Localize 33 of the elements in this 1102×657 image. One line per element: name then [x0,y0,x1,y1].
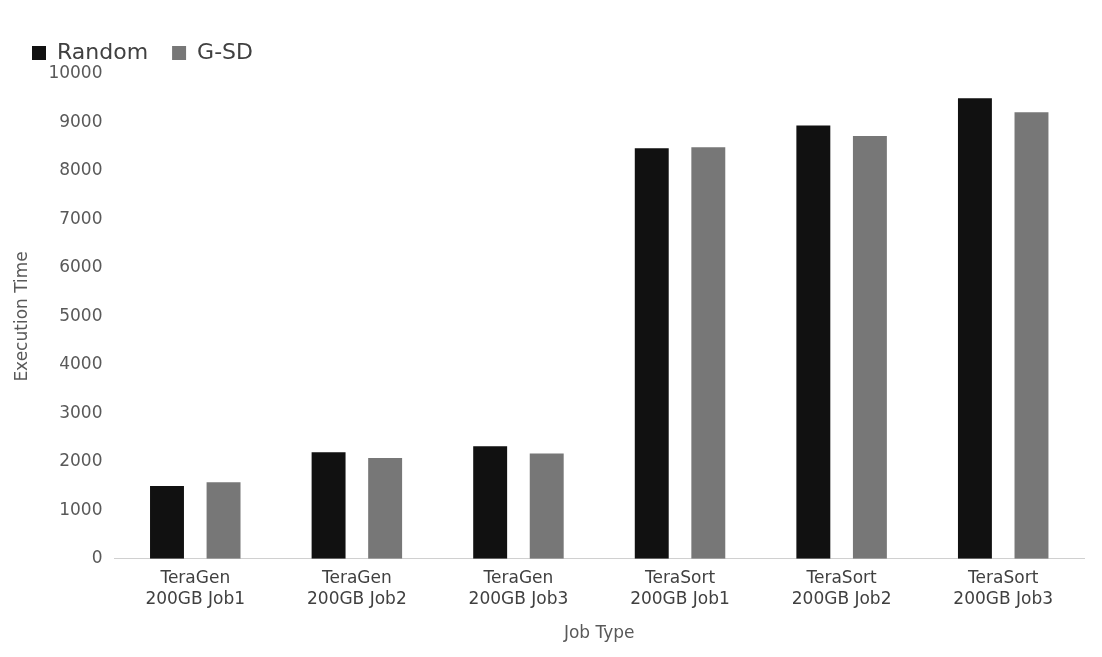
bar [529,453,564,559]
x-tick-label: TeraSort 200GB Job1 [630,567,730,608]
x-tick-label: TeraGen 200GB Job2 [307,567,407,608]
bar [852,136,887,559]
y-tick-label: 1000 [59,498,103,519]
bar [150,486,184,559]
x-axis-title: Job Type [562,622,635,643]
y-axis-title: Execution Time [10,251,31,382]
y-tick-label: 6000 [59,256,103,277]
y-tick-label: 2000 [59,450,103,471]
y-tick-label: 5000 [59,304,103,325]
y-tick-label: 0 [91,547,103,568]
legend-label: G-SD [197,38,253,64]
bar [1014,112,1049,559]
bar [473,446,508,559]
bar [368,457,403,559]
y-tick-label: 10000 [48,62,103,83]
bar [691,147,726,559]
x-tick-label: TeraSort 200GB Job2 [791,567,892,608]
bar [957,98,992,559]
y-tick-label: 4000 [59,353,103,374]
y-tick-label: 3000 [59,401,103,422]
y-tick-label: 8000 [59,159,103,180]
x-tick-label: TeraGen 200GB Job1 [145,567,246,608]
bar [206,482,241,559]
y-tick-label: 9000 [59,110,103,131]
x-tick-label: TeraSort 200GB Job3 [953,567,1054,608]
bar [634,148,669,559]
y-tick-label: 7000 [59,207,103,228]
x-tick-label: TeraGen 200GB Job3 [468,567,569,608]
bar [311,452,346,559]
legend-label: Random [57,38,149,64]
bar [796,125,831,559]
